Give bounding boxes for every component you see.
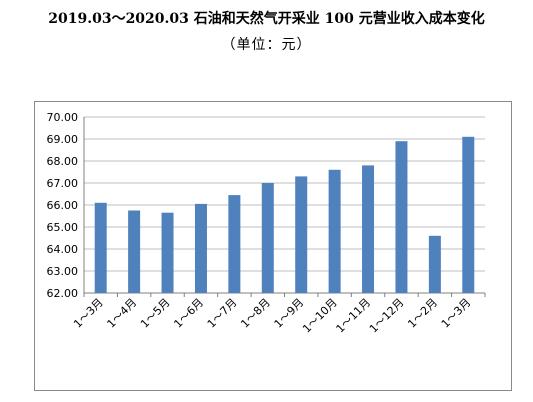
y-tick-label: 65.00 [47,221,79,234]
bar [94,202,107,293]
y-tick-label: 63.00 [47,265,79,278]
bar [462,136,475,293]
x-tick-label: 1～8月 [238,296,273,331]
bar [395,141,408,293]
bar [194,203,207,293]
y-tick-label: 62.00 [47,287,79,300]
chart-subtitle: （单位：元） [221,37,312,53]
bar [261,183,274,293]
bar [362,165,375,293]
bar [161,212,174,293]
x-tick-label: 1～6月 [171,296,206,331]
chart-title: 2019.03～2020.03 石油和天然气开采业 100 元营业收入成本变化 [48,11,485,27]
chart-frame [34,101,512,391]
bar [128,210,141,293]
x-tick-label: 1～11月 [334,296,374,336]
bar [228,195,241,293]
x-tick-label: 1～10月 [300,296,340,336]
bar [295,176,308,293]
x-tick-label: 1～2月 [405,296,440,331]
y-tick-label: 69.00 [47,133,79,146]
x-tick-label: 1～12月 [367,296,407,336]
y-tick-label: 67.00 [47,177,79,190]
y-tick-label: 70.00 [47,111,79,124]
y-tick-label: 66.00 [47,199,79,212]
y-tick-label: 68.00 [47,155,79,168]
y-tick-label: 64.00 [47,243,79,256]
x-tick-label: 1～5月 [138,296,173,331]
x-tick-label: 1～7月 [205,296,240,331]
bar [328,169,341,293]
bar [428,235,441,293]
x-tick-label: 1～4月 [105,296,140,331]
x-tick-label: 1～3月 [71,296,106,331]
x-tick-label: 1～3月 [439,296,474,331]
